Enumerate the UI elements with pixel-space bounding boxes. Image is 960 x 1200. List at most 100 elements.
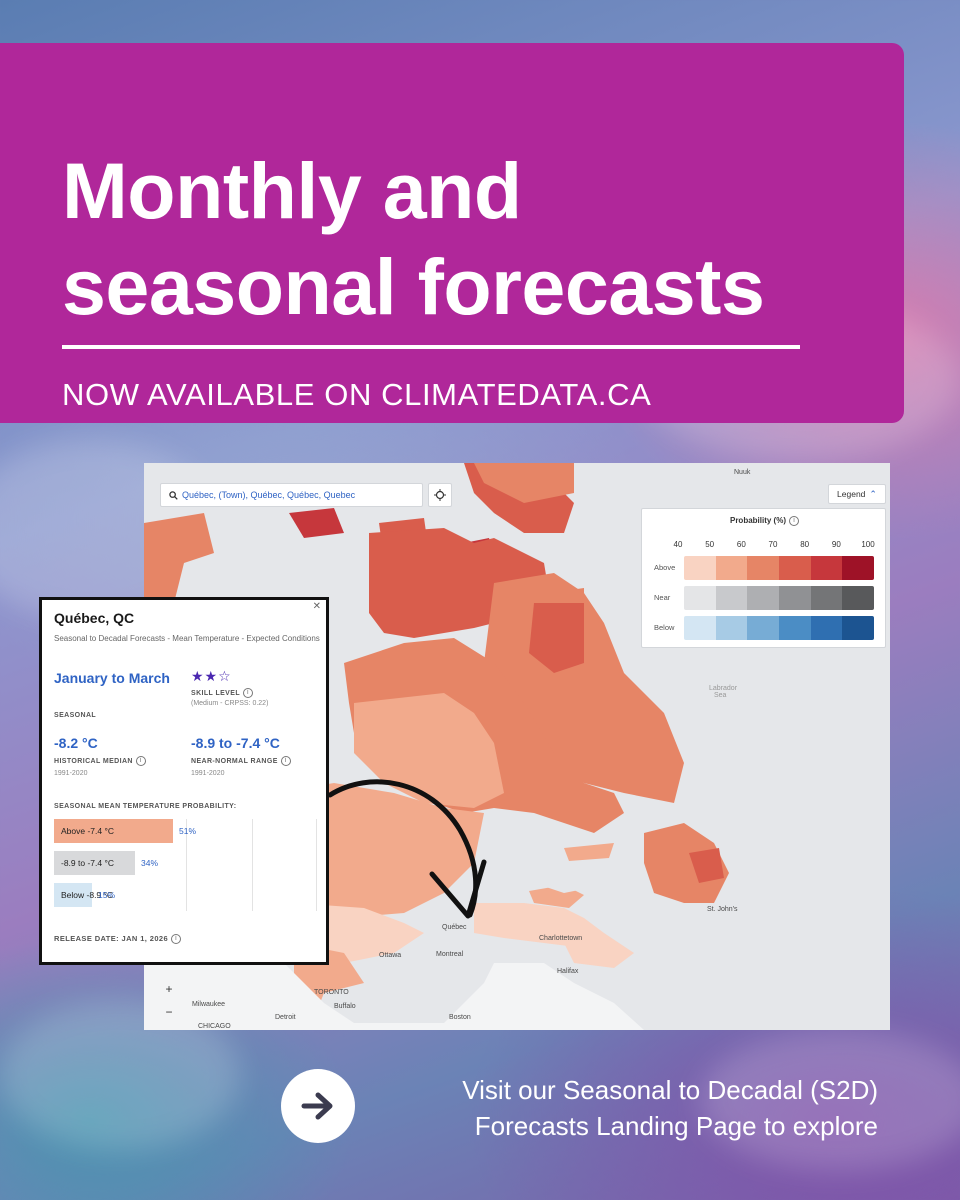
place-label-labrador-sea: Labrador Sea <box>709 685 737 699</box>
legend-ticks: 40 50 60 70 80 90 100 <box>674 540 876 550</box>
legend-swatch <box>842 556 874 580</box>
title-line-2: seasonal forecasts <box>62 242 765 331</box>
legend-swatch <box>842 586 874 610</box>
search-value: Québec, (Town), Québec, Québec, Quebec <box>182 490 356 500</box>
probability-percent: 34% <box>141 858 159 868</box>
period-type: SEASONAL <box>54 712 97 719</box>
close-icon[interactable]: ✕ <box>312 601 321 612</box>
skill-detail: (Medium - CRPSS: 0.22) <box>191 700 269 707</box>
labrador-sea-line2: Sea <box>714 692 727 699</box>
gridline <box>252 819 253 911</box>
median-label-text: HISTORICAL MEDIAN <box>54 757 133 765</box>
legend-row-near: Near <box>654 586 884 610</box>
legend-tick-label: 100 <box>861 540 875 549</box>
legend-tick-label: 60 <box>736 540 746 549</box>
popup-title: Québec, QC <box>54 610 135 626</box>
legend-swatch <box>684 616 716 640</box>
legend-swatch <box>810 616 843 640</box>
legend-swatch <box>779 616 811 640</box>
place-label-toronto: TORONTO <box>314 989 349 996</box>
legend-panel: Probability (%) i 40 50 60 70 80 90 100 Above Ne… <box>641 508 886 648</box>
historical-median-years: 1991-2020 <box>54 770 88 777</box>
location-popup: ✕ Québec, QC Seasonal to Decadal Forecas… <box>39 597 329 965</box>
probability-percent: 51% <box>179 826 197 836</box>
legend-swatch <box>779 586 811 610</box>
probability-heading: SEASONAL MEAN TEMPERATURE PROBABILITY: <box>54 803 237 810</box>
release-date: RELEASE DATE: JAN 1, 2026 i <box>54 934 182 945</box>
info-icon[interactable]: i <box>789 516 799 526</box>
place-label-ottawa: Ottawa <box>379 952 402 959</box>
gridline <box>186 819 187 911</box>
release-date-text: RELEASE DATE: JAN 1, 2026 <box>54 934 169 943</box>
legend-title: Probability (%) i <box>642 516 887 526</box>
legend-row-below: Below <box>654 616 884 640</box>
legend-swatch <box>810 556 843 580</box>
page-title: Monthly and seasonal forecasts <box>62 143 862 335</box>
probability-bar: -8.9 to -7.4 °C <box>54 851 135 875</box>
locate-button[interactable] <box>428 483 452 507</box>
zoom-out-button[interactable]: − <box>165 1005 173 1019</box>
place-label-detroit: Detroit <box>275 1014 296 1021</box>
place-label-buffalo: Buffalo <box>334 1003 356 1010</box>
probability-percent: 15% <box>98 890 116 900</box>
place-label-boston: Boston <box>449 1014 471 1021</box>
header-banner: Monthly and seasonal forecasts NOW AVAIL… <box>0 43 904 423</box>
skill-stars-icon: ★★☆ <box>191 668 232 684</box>
legend-tick-label: 70 <box>768 540 778 549</box>
legend-swatch <box>715 586 748 610</box>
legend-tick-label: 40 <box>673 540 683 549</box>
zoom-in-button[interactable]: + <box>165 982 173 996</box>
skill-level-label: SKILL LEVEL i <box>191 688 253 698</box>
popup-description: Seasonal to Decadal Forecasts - Mean Tem… <box>54 634 320 643</box>
page-subtitle: NOW AVAILABLE ON CLIMATEDATA.CA <box>62 377 652 412</box>
chevron-up-icon: ⌃ <box>869 488 877 499</box>
probability-bar: Above -7.4 °C <box>54 819 173 843</box>
place-label-montreal: Montreal <box>436 951 464 958</box>
legend-swatch <box>715 616 748 640</box>
info-icon[interactable]: i <box>171 934 182 945</box>
legend-tick-label: 80 <box>800 540 810 549</box>
cta-text[interactable]: Visit our Seasonal to Decadal (S2D) Fore… <box>370 1072 878 1144</box>
legend-row-label: Below <box>654 623 675 632</box>
near-normal-range-label: NEAR-NORMAL RANGE i <box>191 756 291 766</box>
legend-swatch <box>842 616 874 640</box>
legend-row-label: Near <box>654 593 671 602</box>
place-label-st-johns: St. John's <box>707 906 738 913</box>
legend-swatch <box>715 556 748 580</box>
place-label-chicago: CHICAGO <box>198 1023 231 1030</box>
probability-chart: Above -7.4 °C 51% -8.9 to -7.4 °C 34% Below … <box>54 819 318 911</box>
range-label-text: NEAR-NORMAL RANGE <box>191 757 278 765</box>
legend-swatch <box>684 556 716 580</box>
background-cloud <box>700 1030 960 1170</box>
cta-button[interactable] <box>281 1069 355 1143</box>
info-icon[interactable]: i <box>243 688 253 698</box>
location-search-input[interactable]: Québec, (Town), Québec, Québec, Quebec <box>160 483 423 507</box>
place-label-halifax: Halifax <box>557 968 579 975</box>
crosshair-icon <box>434 489 446 501</box>
legend-swatch <box>684 586 716 610</box>
info-icon[interactable]: i <box>280 756 291 766</box>
info-icon[interactable]: i <box>135 756 146 766</box>
title-divider <box>62 345 800 349</box>
forecast-period: January to March <box>54 670 170 686</box>
legend-swatch <box>747 616 780 640</box>
legend-tick-label: 90 <box>831 540 841 549</box>
legend-swatches <box>684 556 874 580</box>
title-line-1: Monthly and <box>62 146 522 235</box>
legend-tick-label: 50 <box>705 540 715 549</box>
probability-bar: Below -8.9 °C <box>54 883 113 907</box>
labrador-sea-line1: Labrador <box>709 685 738 692</box>
legend-toggle-button[interactable]: Legend ⌃ <box>828 484 886 504</box>
historical-median-value: -8.2 °C <box>54 735 98 751</box>
search-icon <box>169 490 178 500</box>
place-label-charlottetown: Charlottetown <box>539 935 583 942</box>
legend-row-above: Above <box>654 556 884 580</box>
legend-swatch <box>779 556 811 580</box>
place-label-nuuk: Nuuk <box>734 469 751 476</box>
cta-line-2: Forecasts Landing Page to explore <box>474 1111 878 1141</box>
legend-swatches <box>684 586 874 610</box>
legend-swatch <box>747 586 780 610</box>
historical-median-label: HISTORICAL MEDIAN i <box>54 756 146 766</box>
legend-swatch <box>810 586 843 610</box>
arrow-right-icon <box>301 1092 333 1120</box>
